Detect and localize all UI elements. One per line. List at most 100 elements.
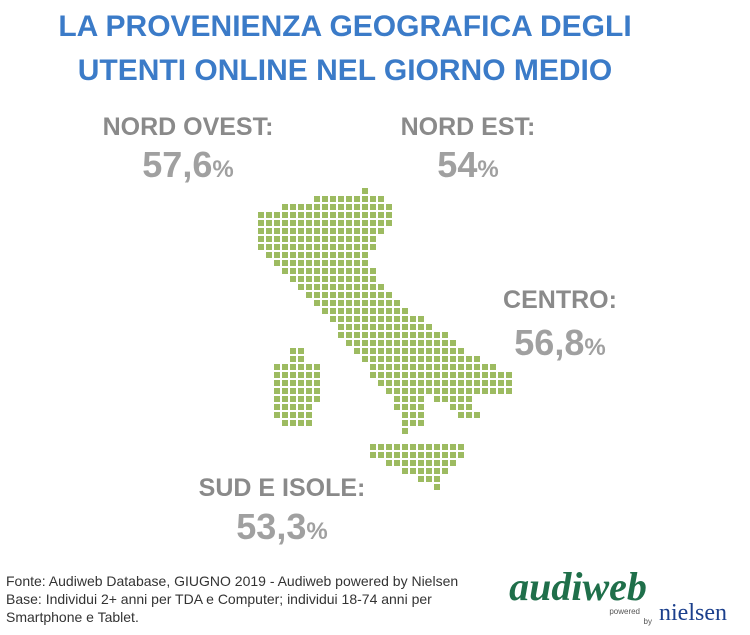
map-dot xyxy=(426,460,432,466)
map-dot xyxy=(362,284,368,290)
map-dot xyxy=(394,316,400,322)
map-dot xyxy=(410,332,416,338)
map-dot xyxy=(474,364,480,370)
map-dot xyxy=(314,380,320,386)
map-dot xyxy=(378,444,384,450)
map-dot xyxy=(314,244,320,250)
map-dot xyxy=(442,356,448,362)
map-dot xyxy=(482,364,488,370)
map-dot xyxy=(386,300,392,306)
map-dot xyxy=(314,300,320,306)
map-dot xyxy=(394,380,400,386)
map-dot xyxy=(330,220,336,226)
map-dot xyxy=(402,412,408,418)
map-dot xyxy=(466,404,472,410)
map-dot xyxy=(498,372,504,378)
map-dot xyxy=(274,228,280,234)
map-dot xyxy=(290,212,296,218)
map-dot xyxy=(402,348,408,354)
map-dot xyxy=(362,356,368,362)
map-dot xyxy=(362,292,368,298)
map-dot xyxy=(474,412,480,418)
map-dot xyxy=(330,268,336,274)
map-dot xyxy=(362,268,368,274)
map-dot xyxy=(386,220,392,226)
map-dot xyxy=(402,420,408,426)
map-dot xyxy=(282,260,288,266)
map-dot xyxy=(450,348,456,354)
map-dot xyxy=(322,308,328,314)
map-dot xyxy=(322,204,328,210)
map-dot xyxy=(442,452,448,458)
map-dot xyxy=(426,348,432,354)
map-dot xyxy=(322,252,328,258)
map-dot xyxy=(258,228,264,234)
map-dot xyxy=(434,372,440,378)
map-dot xyxy=(354,332,360,338)
map-dot xyxy=(426,364,432,370)
map-dot xyxy=(354,236,360,242)
map-dot xyxy=(266,236,272,242)
map-dot xyxy=(394,372,400,378)
map-dot xyxy=(386,332,392,338)
map-dot xyxy=(386,324,392,330)
region-value: 57,6% xyxy=(142,144,233,185)
map-dot xyxy=(306,220,312,226)
map-dot xyxy=(282,420,288,426)
map-dot xyxy=(450,340,456,346)
map-dot xyxy=(490,380,496,386)
map-dot xyxy=(370,220,376,226)
map-dot xyxy=(298,244,304,250)
map-dot xyxy=(346,316,352,322)
map-dot xyxy=(370,324,376,330)
map-dot xyxy=(426,468,432,474)
map-dot xyxy=(418,444,424,450)
map-dot xyxy=(290,220,296,226)
map-dot xyxy=(402,340,408,346)
map-dot xyxy=(402,396,408,402)
map-dot xyxy=(442,388,448,394)
map-dot xyxy=(298,252,304,258)
map-dot xyxy=(290,252,296,258)
map-dot xyxy=(290,236,296,242)
map-dot xyxy=(282,372,288,378)
map-dot xyxy=(418,396,424,402)
map-dot xyxy=(330,212,336,218)
map-dot xyxy=(322,260,328,266)
map-dot xyxy=(354,308,360,314)
map-dot xyxy=(362,204,368,210)
map-dot xyxy=(434,468,440,474)
map-dot xyxy=(306,364,312,370)
map-dot xyxy=(434,348,440,354)
map-dot xyxy=(402,388,408,394)
map-dot xyxy=(346,308,352,314)
value: 56,8 xyxy=(514,322,584,363)
map-dot xyxy=(330,276,336,282)
map-dot xyxy=(418,452,424,458)
map-dot xyxy=(418,332,424,338)
region-value: 56,8% xyxy=(514,322,605,363)
map-dot xyxy=(298,420,304,426)
map-dot xyxy=(314,276,320,282)
map-dot xyxy=(402,468,408,474)
map-dot xyxy=(434,388,440,394)
map-dot xyxy=(306,388,312,394)
map-dot xyxy=(370,244,376,250)
map-dot xyxy=(370,228,376,234)
map-dot xyxy=(290,356,296,362)
map-dot xyxy=(274,236,280,242)
map-dot xyxy=(450,364,456,370)
map-dot xyxy=(338,284,344,290)
map-dot xyxy=(402,380,408,386)
map-dot xyxy=(282,404,288,410)
map-dot xyxy=(458,348,464,354)
map-dot xyxy=(354,220,360,226)
map-dot xyxy=(402,324,408,330)
map-dot xyxy=(290,396,296,402)
map-dot xyxy=(394,364,400,370)
map-dot xyxy=(282,252,288,258)
map-dot xyxy=(354,204,360,210)
map-dot xyxy=(442,372,448,378)
map-dot xyxy=(474,372,480,378)
map-dot xyxy=(330,300,336,306)
